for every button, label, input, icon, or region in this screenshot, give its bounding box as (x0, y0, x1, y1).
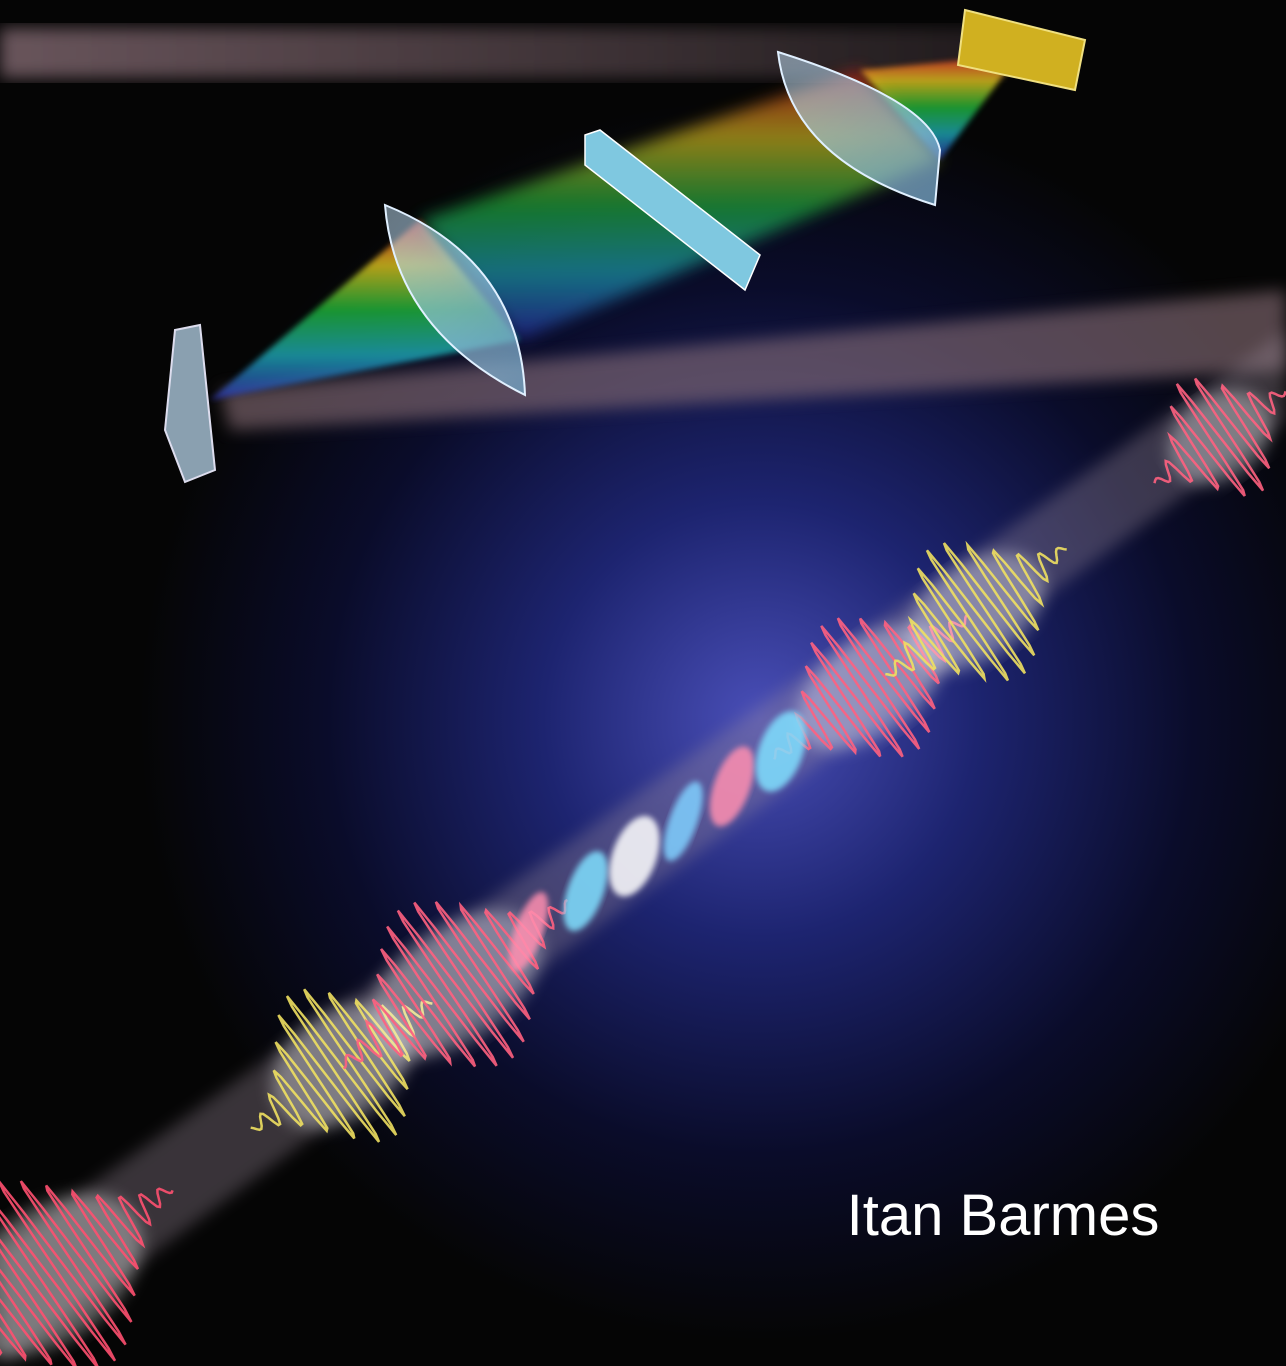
pulse-blob (709, 746, 755, 827)
gold-mirror (956, 8, 1087, 92)
wave (0, 1180, 174, 1366)
modulator (584, 129, 761, 292)
wave (342, 898, 569, 1070)
pulse-blob (663, 781, 703, 862)
pulses (0, 377, 1286, 1366)
lens (383, 203, 527, 397)
author: Itan Barmes (847, 1183, 1160, 1248)
pulse-blob (755, 711, 806, 792)
lens (776, 50, 942, 207)
mirror (163, 323, 217, 484)
wave (885, 540, 1067, 683)
pulse-blob (509, 892, 549, 972)
beam (0, 28, 1000, 78)
beam (220, 290, 1286, 430)
spectrum (860, 55, 1020, 160)
wave (1153, 377, 1286, 497)
pulse-blob (563, 851, 608, 932)
pulse-blob (609, 815, 660, 897)
